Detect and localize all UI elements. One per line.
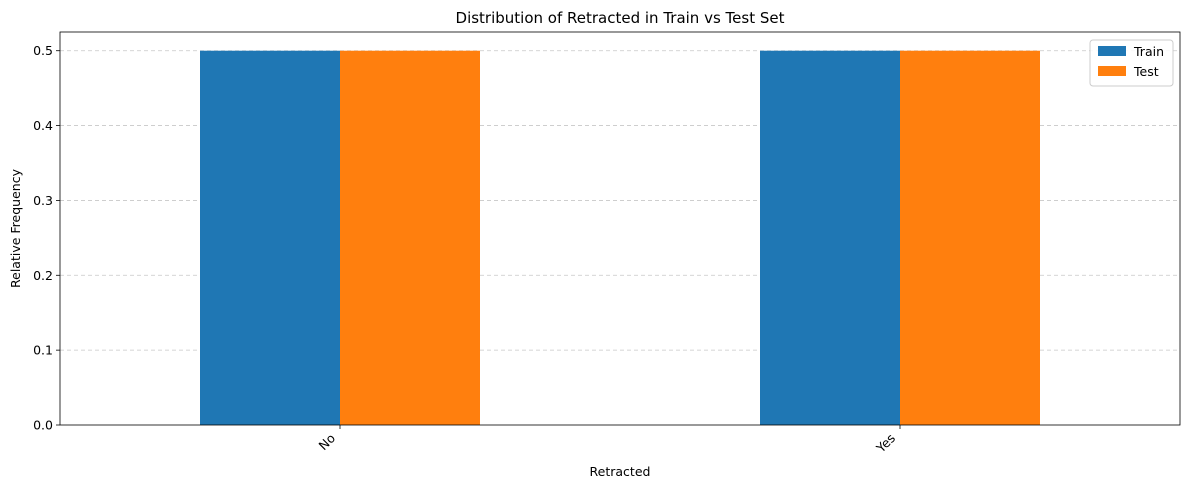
x-axis: No Yes bbox=[315, 425, 901, 457]
bar-test-no bbox=[340, 50, 480, 425]
x-tick-label: No bbox=[315, 431, 338, 454]
y-axis-label: Relative Frequency bbox=[8, 168, 23, 288]
legend-label-test: Test bbox=[1133, 64, 1159, 79]
y-tick-label: 0.5 bbox=[33, 43, 53, 58]
bars bbox=[200, 50, 1040, 425]
y-tick-label: 0.1 bbox=[33, 343, 53, 358]
y-tick-label: 0.0 bbox=[33, 418, 53, 433]
bar-test-yes bbox=[900, 50, 1040, 425]
x-axis-label: Retracted bbox=[590, 464, 651, 479]
chart-title: Distribution of Retracted in Train vs Te… bbox=[456, 9, 785, 27]
bar-train-no bbox=[200, 50, 340, 425]
y-tick-label: 0.3 bbox=[33, 193, 53, 208]
legend: Train Test bbox=[1089, 39, 1174, 87]
x-tick-label: Yes bbox=[873, 431, 899, 457]
legend-swatch-test bbox=[1098, 66, 1126, 76]
legend-swatch-train bbox=[1098, 46, 1126, 56]
y-tick-label: 0.2 bbox=[33, 268, 53, 283]
bar-train-yes bbox=[760, 50, 900, 425]
y-tick-label: 0.4 bbox=[33, 118, 53, 133]
plot-frame bbox=[59, 31, 1181, 426]
y-axis: 0.0 0.1 0.2 0.3 0.4 0.5 bbox=[33, 43, 60, 433]
legend-label-train: Train bbox=[1133, 44, 1164, 59]
